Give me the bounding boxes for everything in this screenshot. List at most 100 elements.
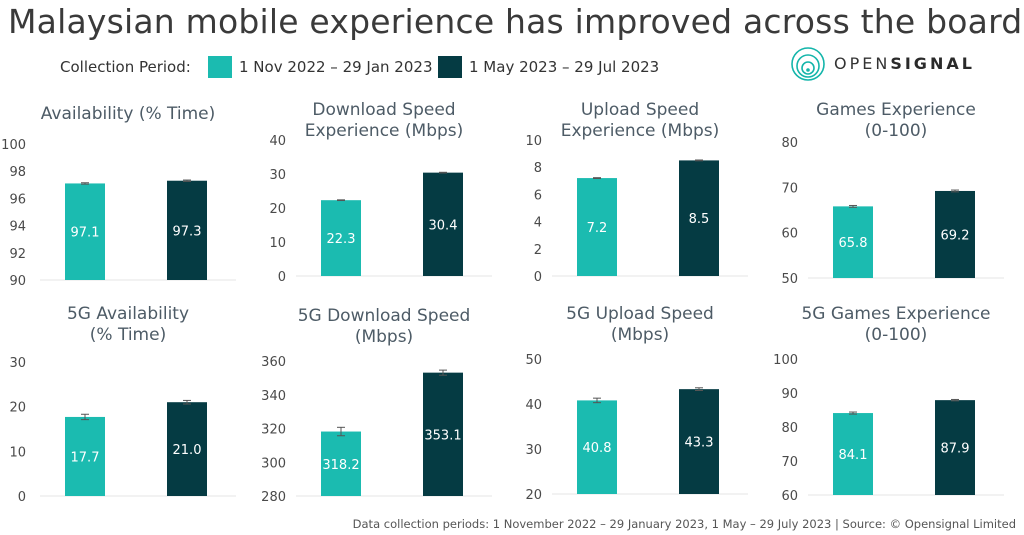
y-tick-label: 50 [781, 272, 798, 287]
chart-panel-upload-speed-experience-mbps: Upload Speed Experience (Mbps) 0 2 4 6 8 10 7.2 8… [512, 96, 768, 300]
legend-swatch-period-2 [438, 56, 462, 78]
opensignal-logo-text: OPENSIGNAL [834, 54, 975, 73]
y-tick-label: 40 [269, 134, 286, 149]
legend-label: Collection Period: [60, 58, 191, 76]
bar-value-label: 22.3 [327, 232, 356, 247]
y-tick-label: 4 [534, 216, 542, 231]
bar-period-2 [423, 172, 463, 276]
bar-period-2 [423, 372, 463, 496]
error-bar [951, 398, 959, 402]
y-tick-label: 60 [781, 227, 798, 242]
bar-period-1 [577, 178, 617, 276]
bar-period-1 [833, 413, 873, 495]
bar-period-1 [833, 206, 873, 278]
chart-title-line: (0-100) [864, 121, 928, 141]
y-tick-label: 40 [525, 398, 542, 413]
bar-value-label: 353.1 [424, 428, 461, 443]
chart-svg: 280 300 320 340 360 318.2 353.1 [261, 355, 492, 505]
y-tick-label: 30 [525, 443, 542, 458]
bar-value-label: 30.4 [429, 218, 458, 233]
chart-panel-5g-download-speed-mbps: 5G Download Speed (Mbps) 280 300 320 340 360 31… [256, 300, 512, 505]
bar-value-label: 97.3 [173, 224, 202, 239]
chart-panel-5g-availability-time: 5G Availability (% Time) 0 10 20 30 17.7 21.0 [0, 300, 256, 505]
bar-value-label: 43.3 [685, 436, 714, 451]
bar-period-2 [679, 160, 719, 276]
bar-value-label: 17.7 [71, 450, 100, 465]
bar-value-label: 65.8 [839, 236, 868, 251]
bar-value-label: 87.9 [941, 442, 970, 457]
y-tick-label: 2 [534, 243, 542, 258]
chart-svg: 50 60 70 80 65.8 69.2 [781, 136, 1004, 287]
opensignal-logo: OPENSIGNAL [790, 46, 980, 82]
legend-text-period-2: 1 May 2023 – 29 Jul 2023 [469, 58, 660, 76]
chart-title: 5G Games Experience (0-100) [768, 304, 1024, 346]
error-bar [439, 171, 447, 174]
bar-period-2 [935, 190, 975, 278]
bar-period-2 [167, 180, 207, 280]
error-bar [593, 177, 601, 179]
chart-title-line: Experience (Mbps) [304, 121, 464, 141]
y-tick-label: 100 [1, 138, 26, 153]
error-bar [337, 426, 345, 437]
chart-panel-5g-games-experience-0-100: 5G Games Experience (0-100) 60 70 80 90 100 84.… [768, 300, 1024, 504]
bar-value-label: 21.0 [173, 443, 202, 458]
y-tick-label: 98 [9, 165, 26, 180]
chart-title-line: Experience (Mbps) [560, 121, 720, 141]
error-bar [695, 387, 703, 391]
y-tick-label: 30 [269, 168, 286, 183]
chart-title-line: 5G Games Experience [801, 304, 991, 324]
y-tick-label: 280 [261, 490, 286, 505]
y-tick-label: 80 [781, 421, 798, 436]
chart-svg: 60 70 80 90 100 84.1 87.9 [773, 353, 1004, 504]
bar-period-1 [65, 183, 105, 280]
error-bar [183, 179, 191, 182]
bar-value-label: 318.2 [322, 458, 359, 473]
chart-title: Games Experience (0-100) [768, 100, 1024, 142]
bar-value-label: 84.1 [839, 448, 868, 463]
y-tick-label: 20 [525, 488, 542, 503]
y-tick-label: 30 [9, 356, 26, 371]
y-tick-label: 360 [261, 355, 286, 370]
y-tick-label: 10 [269, 236, 286, 251]
bar-period-1 [321, 431, 361, 496]
legend-text-period-1: 1 Nov 2022 – 29 Jan 2023 [239, 58, 433, 76]
chart-svg: 0 10 20 30 40 22.3 30.4 [269, 134, 492, 285]
bar-period-2 [679, 389, 719, 494]
logo-prefix: OPEN [834, 54, 891, 73]
error-bar [183, 399, 191, 405]
y-tick-label: 80 [781, 136, 798, 151]
y-tick-label: 100 [773, 353, 798, 368]
error-bar [849, 204, 857, 208]
y-tick-label: 320 [261, 423, 286, 438]
y-tick-label: 300 [261, 456, 286, 471]
bar-value-label: 97.1 [71, 226, 100, 241]
chart-title: Availability (% Time) [0, 104, 256, 125]
y-tick-label: 0 [18, 490, 26, 505]
y-tick-label: 340 [261, 389, 286, 404]
bar-value-label: 40.8 [583, 441, 612, 456]
chart-title-line: (Mbps) [610, 325, 670, 345]
y-tick-label: 70 [781, 455, 798, 470]
chart-svg: 0 10 20 30 17.7 21.0 [9, 356, 236, 505]
bar-value-label: 7.2 [587, 221, 608, 236]
chart-title-line: (0-100) [864, 325, 928, 345]
error-bar [951, 189, 959, 193]
bar-value-label: 8.5 [689, 212, 710, 227]
y-tick-label: 20 [269, 202, 286, 217]
error-bar [849, 411, 857, 415]
chart-title-line: (% Time) [89, 325, 167, 345]
chart-panel-availability-time: Availability (% Time) 90 92 94 96 98 100 97.1 97… [0, 96, 256, 300]
error-bar [593, 397, 601, 404]
footer-source: Data collection periods: 1 November 2022… [352, 517, 1016, 531]
y-tick-label: 50 [525, 353, 542, 368]
y-tick-label: 92 [9, 247, 26, 262]
chart-title-line: (Mbps) [354, 327, 414, 347]
chart-title-line: Upload Speed [580, 100, 700, 120]
bar-value-label: 69.2 [941, 228, 970, 243]
bar-period-1 [577, 400, 617, 494]
chart-svg: 20 30 40 50 40.8 43.3 [525, 353, 748, 503]
chart-title: 5G Availability (% Time) [0, 304, 256, 346]
y-tick-label: 70 [781, 181, 798, 196]
chart-title: 5G Upload Speed (Mbps) [512, 304, 768, 346]
y-tick-label: 20 [9, 401, 26, 416]
